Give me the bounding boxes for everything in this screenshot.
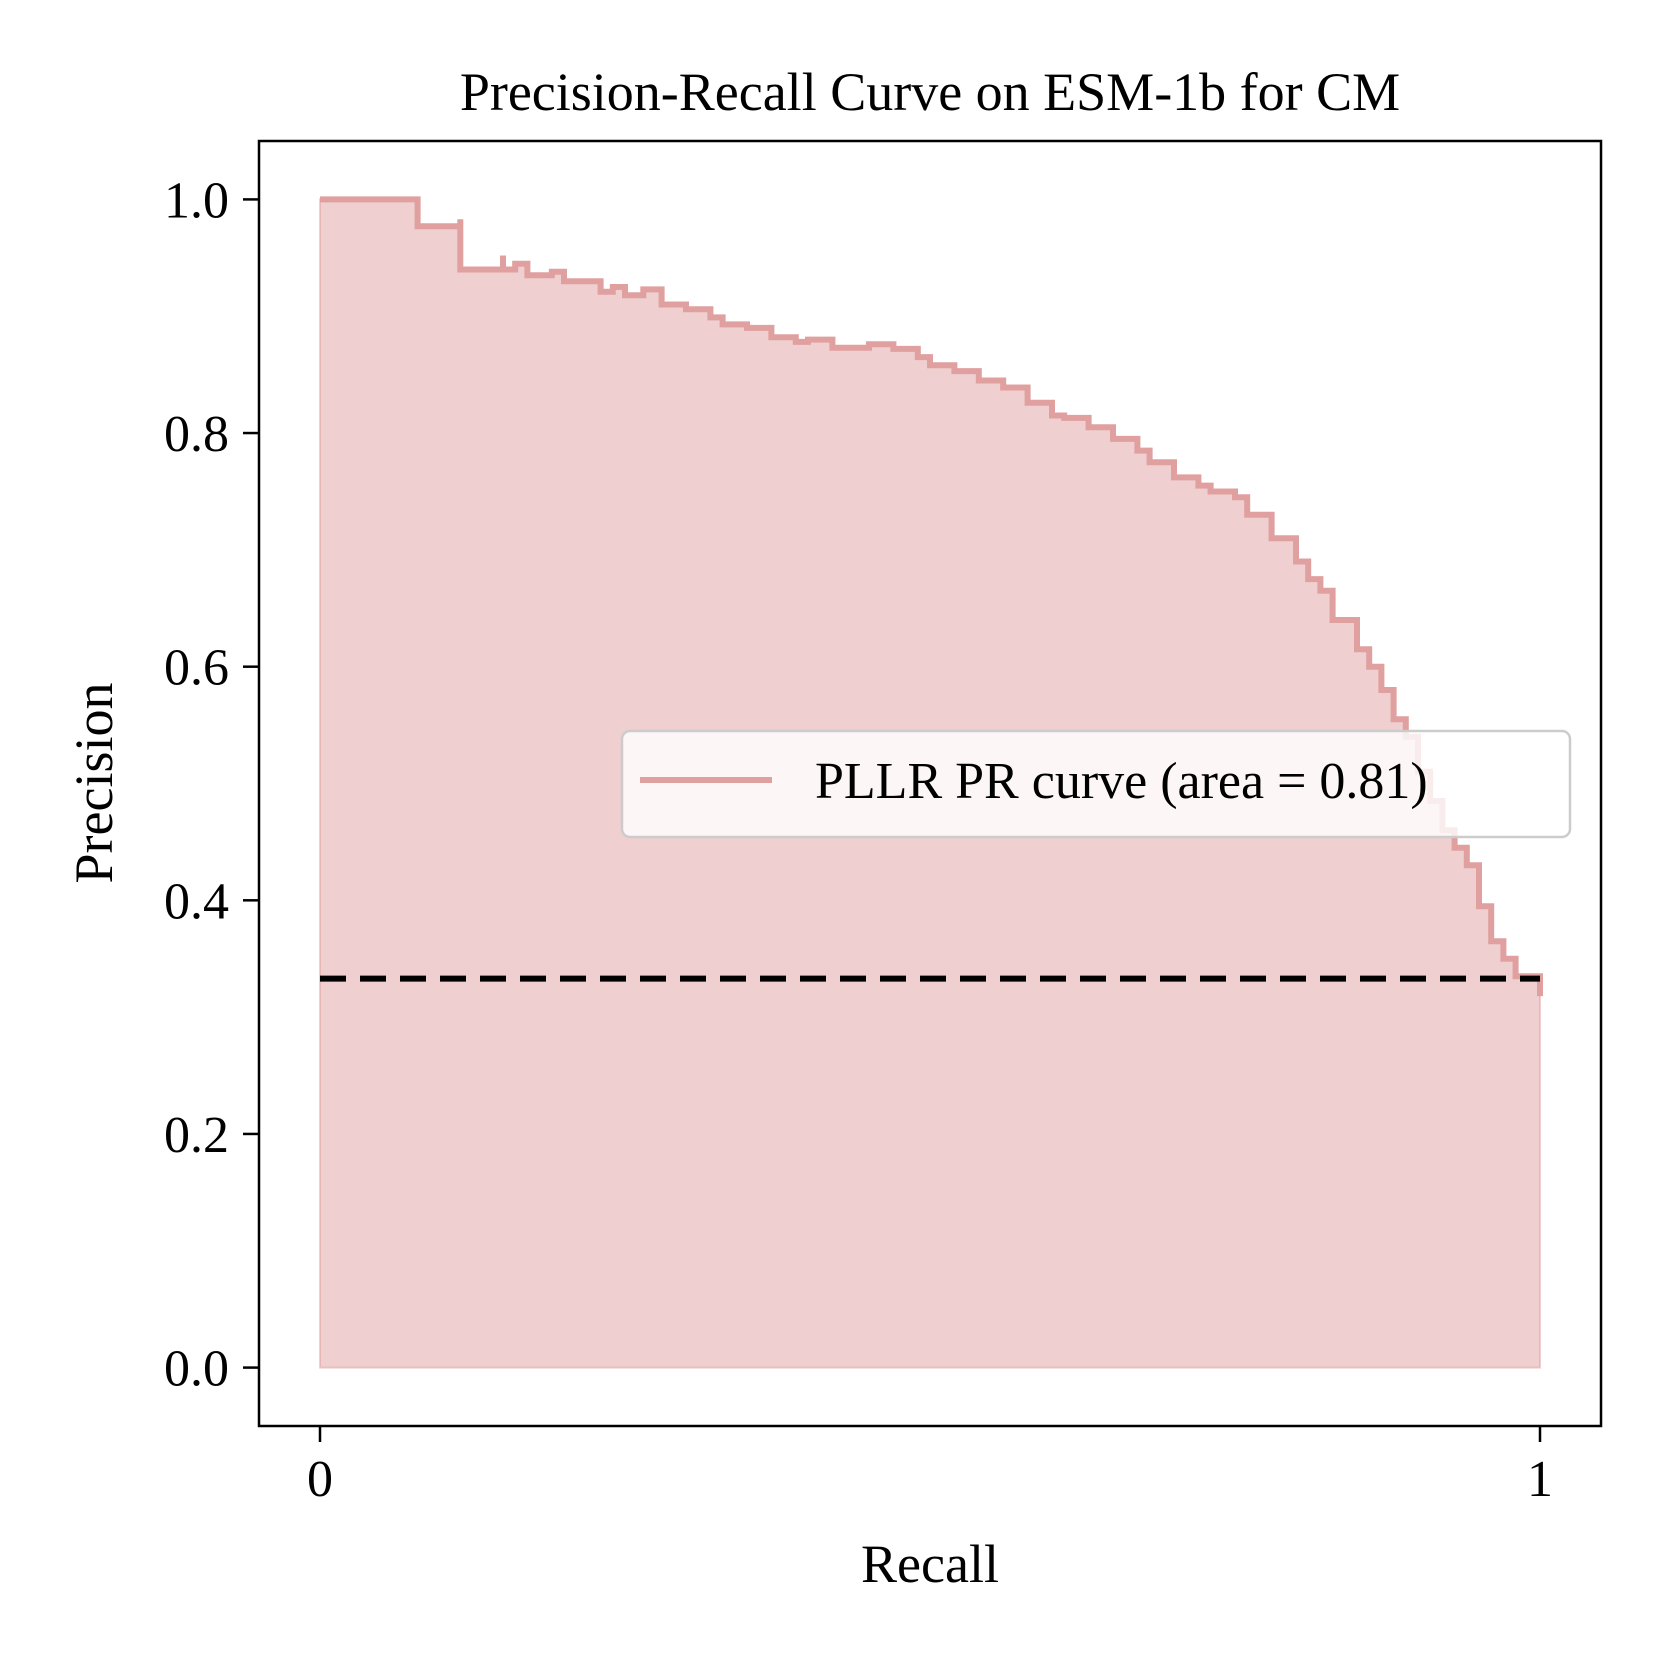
- y-tick-label: 0.6: [164, 640, 229, 697]
- legend-label: PLLR PR curve (area = 0.81): [815, 753, 1428, 810]
- x-tick-label: 0: [307, 1451, 333, 1508]
- y-tick-label: 0.2: [164, 1107, 229, 1164]
- chart-title: Precision-Recall Curve on ESM-1b for CM: [460, 62, 1400, 122]
- y-tick-label: 1.0: [164, 172, 229, 229]
- plot-frame: [257, 139, 1603, 1428]
- legend: PLLR PR curve (area = 0.81): [620, 729, 1572, 839]
- x-axis-label: Recall: [861, 1534, 999, 1594]
- legend-box: [620, 729, 1572, 839]
- y-tick-label: 0.4: [164, 873, 229, 930]
- axis-ticks: 0 1 0.0 0.2 0.4 0.6 0.8 1.0: [164, 172, 1553, 1508]
- y-axis-label: Precision: [64, 683, 124, 884]
- x-tick-label: 1: [1527, 1451, 1553, 1508]
- y-tick-label: 0.0: [164, 1341, 229, 1398]
- y-tick-label: 0.8: [164, 406, 229, 463]
